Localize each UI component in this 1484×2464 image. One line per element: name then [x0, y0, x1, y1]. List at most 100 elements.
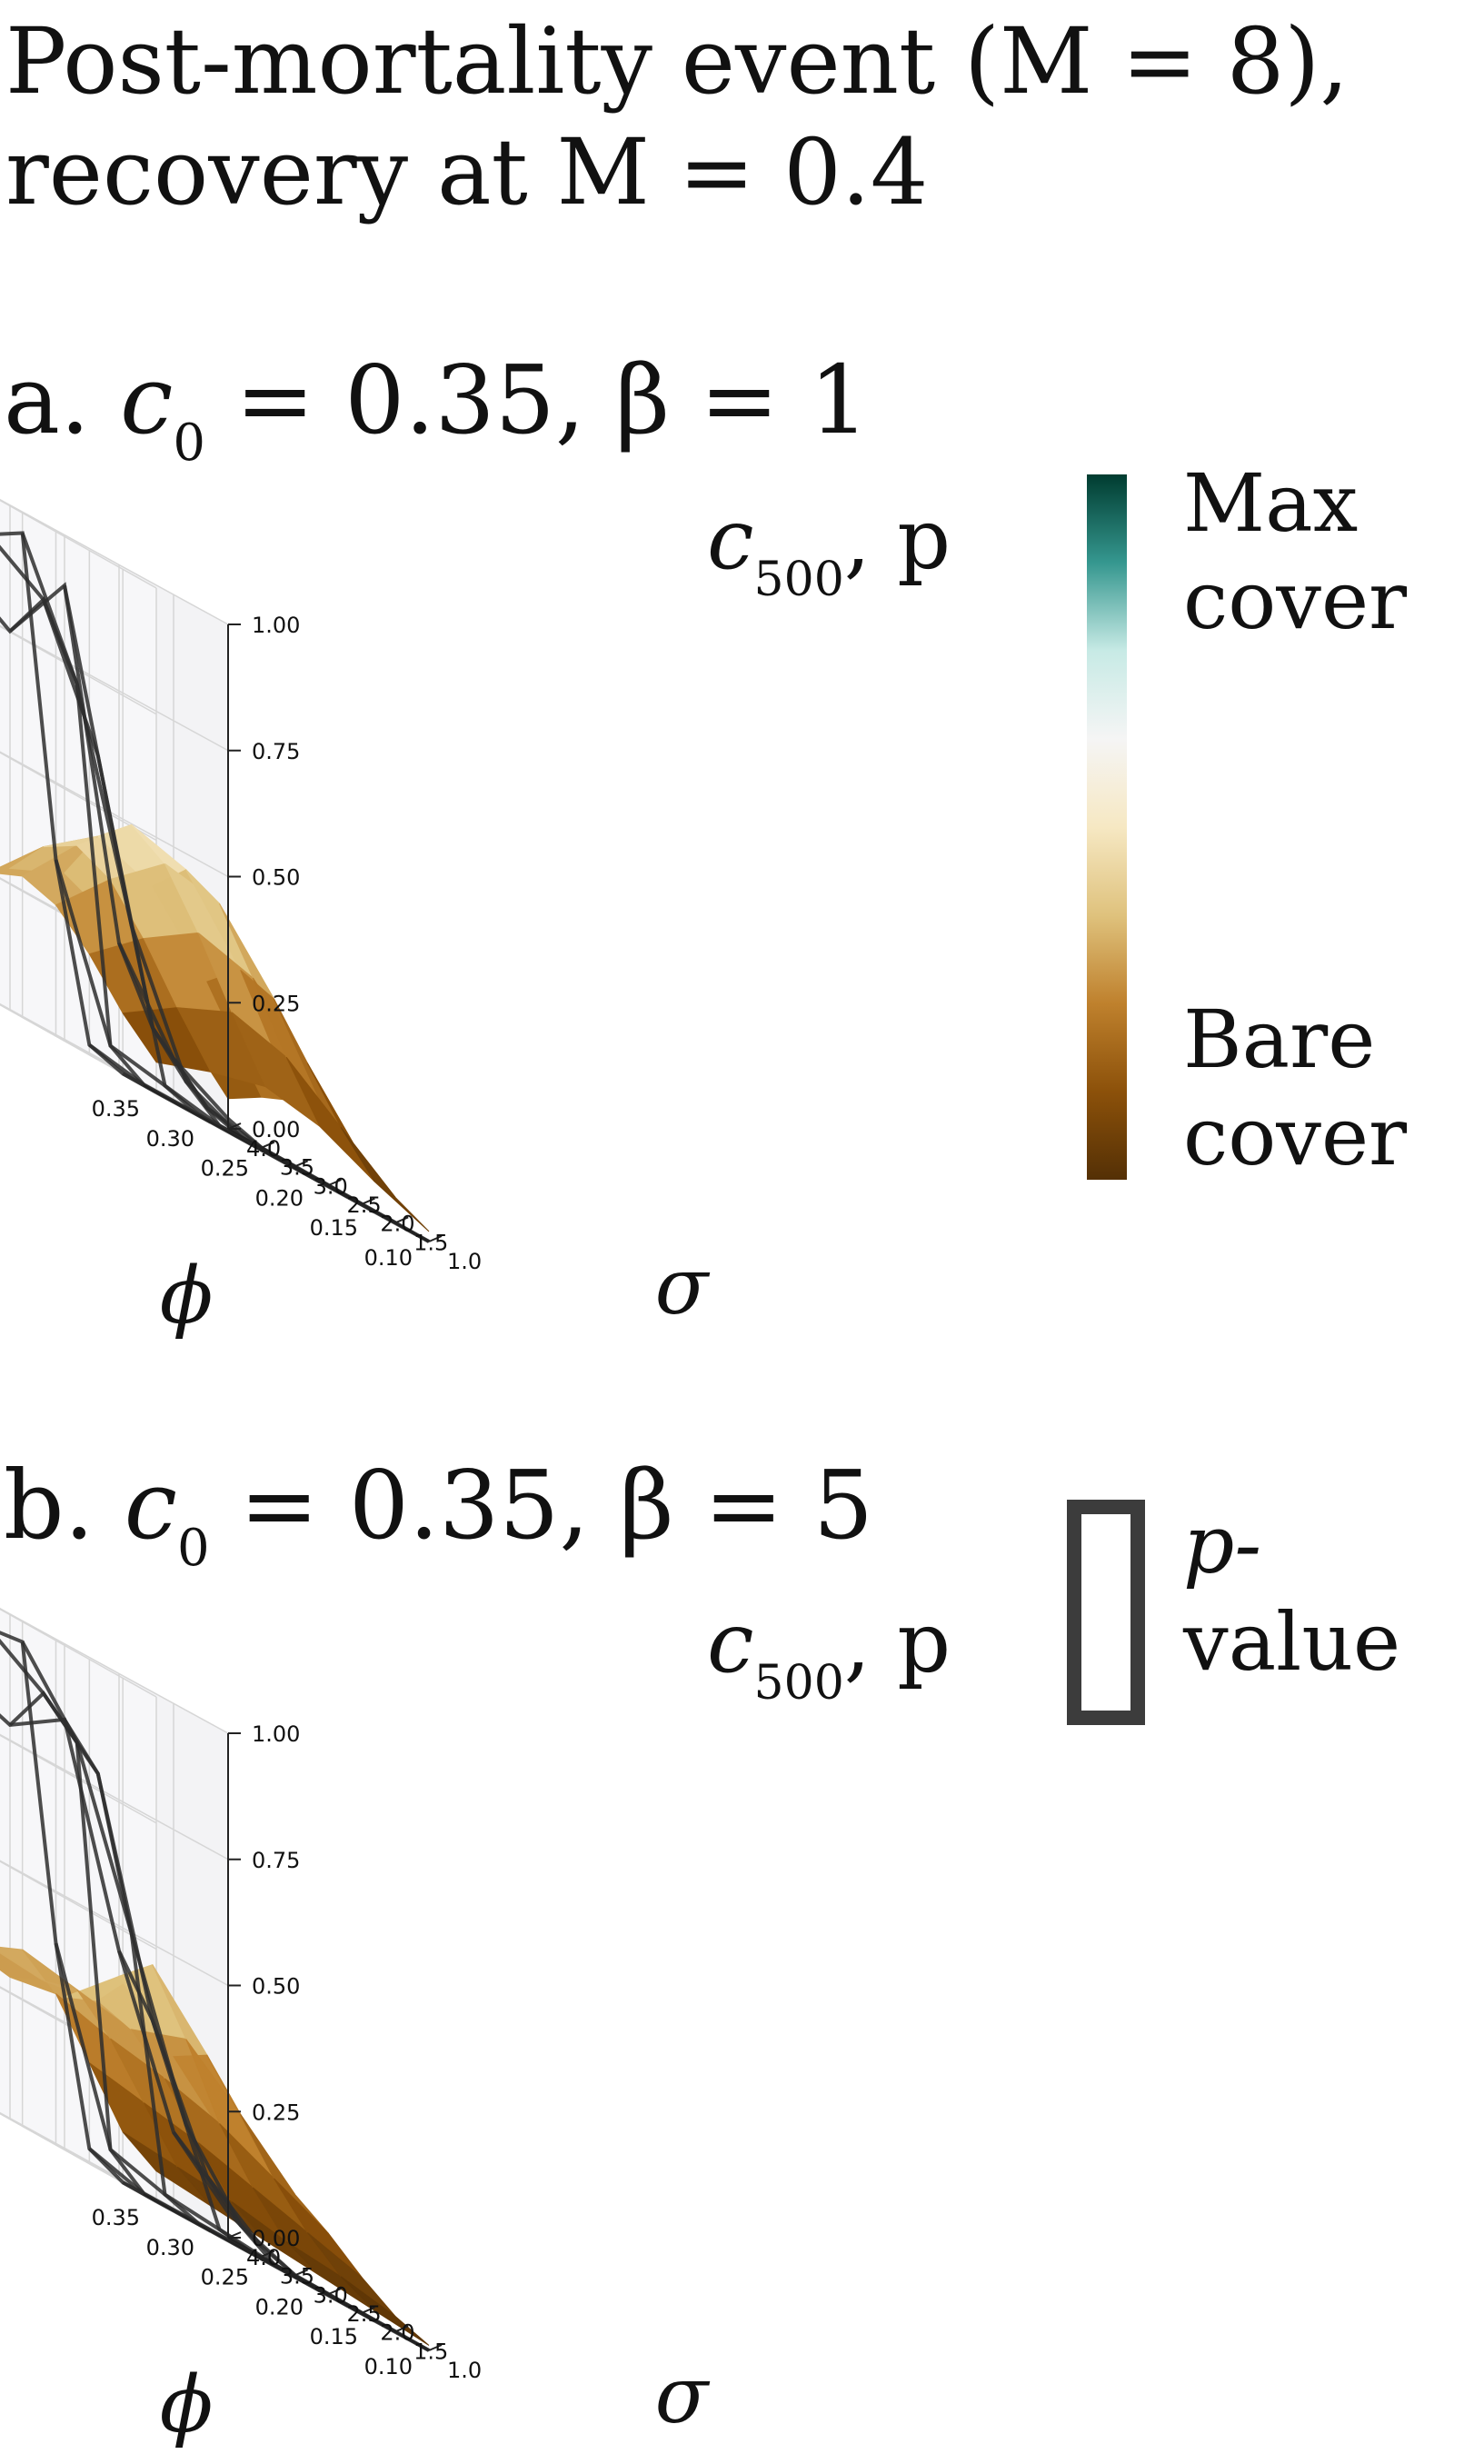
panel-b-y-tick	[361, 2306, 375, 2314]
panel-b-y-tick-label: 2.0	[380, 2320, 414, 2346]
pvalue-legend-swatch	[1067, 1500, 1145, 1725]
panel-a-x-tick-label: 0.30	[146, 1126, 194, 1152]
panel-a-x-tick	[143, 1084, 157, 1093]
panel-b-plot: 0.350.300.250.200.150.10 1.01.52.02.53.03…	[0, 1607, 711, 2450]
colorbar-max-label: Max cover	[1183, 454, 1407, 650]
panel-b-z-tick-label: 1.00	[252, 1721, 300, 1747]
panel-b-z-tick-label: 0.25	[252, 2100, 300, 2125]
panel-b-surface-patch	[340, 2276, 430, 2346]
panel-a-z-tick-label: 0.00	[252, 1117, 300, 1142]
panel-b-y-tick	[261, 2250, 275, 2258]
panel-a-y-tick	[428, 1235, 443, 1242]
panel-b-x-tick	[143, 2193, 157, 2202]
panel-a-y-tick-label: 3.0	[314, 1173, 348, 1199]
panel-b-x-tick	[361, 2312, 375, 2322]
panel-a-surface-patch	[340, 1127, 430, 1232]
panel-b-ylabel: σ	[655, 2350, 711, 2441]
panel-b-x-tick-label: 0.25	[201, 2265, 249, 2290]
pvalue-legend-label: p- value	[1183, 1496, 1400, 1691]
colorbar-max-line1: Max	[1183, 456, 1359, 550]
panel-a-y-tick	[361, 1197, 375, 1205]
panel-a-side-grid-line	[0, 752, 157, 842]
panel-a-y-tick	[261, 1141, 275, 1149]
panel-a-label: a. c0 = 0.35, β = 1	[4, 353, 870, 469]
panel-a-y-tick	[394, 1216, 409, 1224]
panel-a-c0: c	[120, 344, 174, 455]
panel-a-y-tick-label: 2.5	[347, 1192, 382, 1218]
panel-b-y-tick-label: 1.5	[413, 2339, 448, 2364]
panel-a-zlabel-c: c	[707, 491, 754, 588]
panel-b-y-tick-label: 4.0	[246, 2245, 281, 2270]
panel-b-x-tick-label: 0.30	[146, 2235, 194, 2260]
panel-b-side-grid-line	[0, 1860, 157, 1950]
colorbar-min-label: Bare cover	[1183, 991, 1407, 1186]
panel-a-x-tick	[361, 1203, 375, 1213]
panel-a-x-tick-label: 0.35	[92, 1096, 140, 1122]
panel-a-wire-line	[0, 582, 230, 1121]
panel-b-y-tick-label: 3.0	[314, 2282, 348, 2308]
panel-b-wire-line	[0, 1713, 230, 2214]
panel-a-x-tick-label: 0.20	[255, 1185, 304, 1211]
colorbar-min-line2: cover	[1183, 1090, 1408, 1184]
panel-b-x-tick	[252, 2252, 266, 2262]
panel-a-x-tick	[252, 1143, 266, 1153]
panel-b-z-tick-label: 0.75	[252, 1848, 300, 1873]
panel-b-y-tick	[428, 2344, 443, 2351]
panel-b-zlabel: c500, p	[707, 1601, 951, 1708]
panel-b-zlabel-c: c	[707, 1594, 754, 1691]
panel-a-zlabel: c500, p	[707, 498, 951, 604]
panel-b-y-tick-label: 2.5	[347, 2301, 382, 2327]
panel-a-ylabel: σ	[655, 1242, 711, 1332]
panel-b-side-grid-line	[0, 1734, 157, 1824]
panel-b-zlabel-rest: , p	[843, 1594, 951, 1691]
panel-b-x-tick	[415, 2342, 430, 2351]
panel-a-c0-sub: 0	[173, 414, 206, 473]
panel-a-side-grid-line	[0, 625, 157, 715]
panel-a-params: = 0.35, β = 1	[205, 344, 870, 455]
panel-b-params: = 0.35, β = 5	[209, 1450, 874, 1561]
panel-a-x-tick	[306, 1173, 321, 1183]
panel-a-y-tick-label: 3.5	[280, 1155, 314, 1181]
panel-b-x-tick-label: 0.15	[310, 2324, 358, 2349]
panel-a-y-tick-label: 4.0	[246, 1136, 281, 1162]
panel-a-z-tick-label: 0.50	[252, 865, 300, 891]
panel-a-side-grid-line	[0, 499, 157, 589]
panel-b-side-grid-line	[0, 1608, 157, 1698]
colorbar-max-line2: cover	[1183, 554, 1408, 648]
panel-a-xlabel: ϕ	[160, 1251, 214, 1342]
panel-b-x-tick-label: 0.20	[255, 2294, 304, 2319]
panel-b-x-tick	[197, 2222, 212, 2232]
panel-a-x-tick	[415, 1233, 430, 1242]
panel-b-ticks: 0.350.300.250.200.150.10 1.01.52.02.53.03…	[92, 1721, 711, 2450]
panel-a-prefix: a.	[4, 344, 91, 455]
panel-a-y-tick-label: 1.0	[447, 1249, 482, 1274]
panel-b-y-tick-label: 1.0	[447, 2358, 482, 2383]
panel-b-x-tick-label: 0.10	[364, 2354, 413, 2379]
panel-a-y-tick-label: 2.0	[380, 1212, 414, 1237]
pvalue-legend-line2: value	[1183, 1595, 1401, 1690]
panel-b-zlabel-sub: 500	[753, 1656, 844, 1711]
panel-b-x-tick-label: 0.35	[92, 2205, 140, 2230]
pvalue-legend-line1: p-	[1183, 1498, 1262, 1591]
figure-title-line2: recovery at M = 0.4	[5, 119, 929, 225]
panel-b-label: b. c0 = 0.35, β = 5	[4, 1458, 873, 1574]
panel-b-prefix: b.	[4, 1450, 95, 1561]
panel-a-y-tick-label: 1.5	[413, 1230, 448, 1255]
panel-a-zlabel-sub: 500	[753, 553, 844, 607]
panel-b-z-tick-label: 0.00	[252, 2226, 300, 2251]
panel-a-plot: 0.350.300.250.200.150.10 1.01.52.02.53.03…	[0, 498, 711, 1342]
panel-a-surface	[0, 823, 430, 1232]
panel-b-y-tick	[328, 2288, 342, 2295]
panel-b-x-tick	[306, 2282, 321, 2292]
panel-a-z-tick-label: 0.75	[252, 739, 300, 764]
panel-a-x-tick-label: 0.10	[364, 1245, 413, 1271]
panel-a-x-tick-label: 0.25	[201, 1156, 249, 1182]
panel-b-z-tick-label: 0.50	[252, 1974, 300, 2000]
panel-a-z-tick-label: 0.25	[252, 991, 300, 1016]
panel-b-c0: c	[124, 1450, 177, 1561]
panel-a-z-tick-label: 1.00	[252, 613, 300, 638]
panel-a-y-tick	[294, 1160, 309, 1168]
panel-b-y-tick	[394, 2325, 409, 2333]
panel-a-x-tick	[197, 1113, 212, 1123]
figure-title-line1: Post-mortality event (M = 8),	[5, 8, 1350, 115]
